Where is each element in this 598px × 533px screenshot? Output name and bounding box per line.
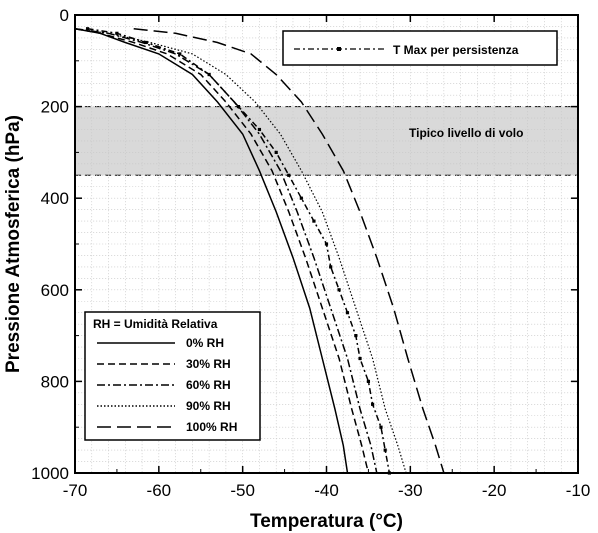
series-line-2	[74, 27, 378, 474]
legend-box	[84, 311, 261, 441]
x-tick-label: -20	[482, 481, 507, 500]
x-tick-label: -60	[147, 481, 172, 500]
series-lines	[74, 27, 445, 475]
x-tick-label: -30	[398, 481, 423, 500]
axis-ticks: -70 -60 -50 -40 -30 -20 -10 0 200 400 600 800 1000	[31, 6, 590, 500]
series-marker	[379, 425, 383, 429]
legend-top-marker	[337, 47, 341, 51]
legend-bottom-left: RH = Umidità Relativa 0% RH 30% RH 60% RH 9…	[84, 311, 261, 441]
legend-item-label: 0% RH	[186, 336, 224, 350]
legend-item-label: 30% RH	[186, 357, 231, 371]
y-tick-label: 200	[41, 98, 69, 117]
series-marker	[337, 288, 341, 292]
series-marker	[85, 27, 90, 31]
series-marker	[178, 52, 182, 56]
x-tick-label: -40	[314, 481, 339, 500]
y-tick-label: 600	[41, 281, 69, 300]
series-line-3	[74, 28, 407, 474]
series-marker	[236, 105, 241, 109]
series-marker	[345, 311, 350, 315]
series-marker	[144, 40, 148, 45]
legend-item-label: 60% RH	[186, 378, 231, 392]
x-tick-label: -50	[230, 481, 255, 500]
series-line-5	[87, 27, 391, 474]
y-tick-label: 0	[60, 6, 69, 25]
legend-item-label: 100% RH	[186, 420, 237, 434]
legend-title: RH = Umidità Relativa	[93, 317, 218, 331]
series-marker	[329, 265, 333, 269]
legend-item-label: 90% RH	[186, 399, 231, 413]
series-marker	[312, 219, 316, 223]
x-axis-title: Temperatura (°C)	[250, 511, 403, 532]
series-marker	[274, 150, 278, 154]
y-tick-label: 800	[41, 372, 69, 391]
series-marker	[299, 196, 303, 200]
x-tick-label: -10	[566, 481, 591, 500]
series-marker	[371, 402, 375, 406]
legend-top-box	[282, 30, 558, 66]
series-marker	[207, 72, 211, 77]
x-tick-label: -70	[63, 481, 88, 500]
series-marker	[115, 31, 119, 35]
series-marker	[358, 356, 362, 361]
series-line-4	[133, 27, 445, 474]
series-line-0	[74, 27, 349, 474]
y-axis-title: Pressione Atmosferica (hPa)	[3, 115, 24, 373]
y-tick-label: 400	[41, 189, 69, 208]
series-marker	[324, 242, 329, 246]
series-marker	[354, 334, 358, 338]
series-marker	[257, 127, 262, 132]
band-label: Tipico livello di volo	[409, 126, 523, 140]
y-tick-label: 1000	[31, 464, 69, 483]
series-line-1	[74, 27, 370, 474]
series-marker	[287, 173, 291, 177]
legend-top-right: T Max per persistenza	[282, 30, 558, 66]
legend-top-label: T Max per persistenza	[393, 43, 519, 57]
series-marker	[383, 448, 387, 452]
series-marker	[366, 379, 371, 383]
